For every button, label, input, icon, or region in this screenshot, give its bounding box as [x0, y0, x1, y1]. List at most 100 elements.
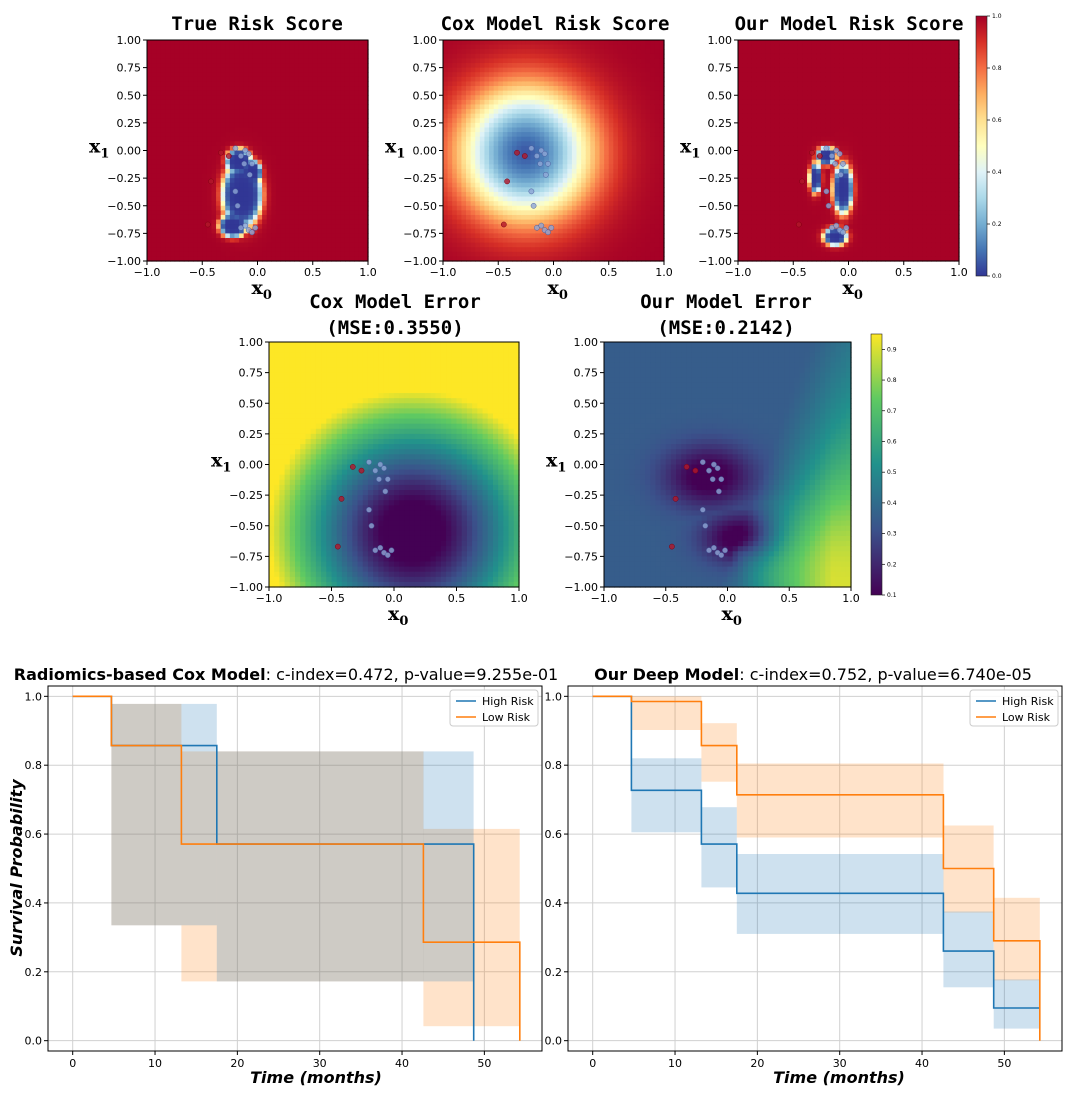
heatmap-cell	[271, 187, 277, 193]
heatmap-cell	[156, 205, 162, 211]
heatmap-cell	[636, 127, 642, 133]
heatmap-cell	[170, 53, 176, 60]
heatmap-cell	[761, 159, 767, 165]
heatmap-cell	[179, 58, 185, 64]
heatmap-cell	[308, 76, 314, 83]
heatmap-cell	[294, 58, 300, 64]
heatmap-cell	[539, 63, 545, 69]
heatmap-cell	[266, 76, 272, 83]
heatmap-cell	[654, 164, 660, 170]
heatmap-cell	[363, 251, 369, 257]
heatmap-cell	[585, 58, 591, 64]
heatmap-cell	[613, 182, 619, 188]
heatmap-cell	[202, 118, 208, 124]
heatmap-cell	[539, 113, 545, 119]
heatmap-cell	[271, 113, 277, 119]
heatmap-cell	[220, 53, 226, 60]
heatmap-cell	[447, 49, 453, 55]
heatmap-cell	[335, 76, 341, 83]
heatmap-cell	[331, 219, 337, 225]
heatmap-cell	[335, 109, 341, 115]
heatmap-cell	[604, 81, 610, 87]
heatmap-cell	[507, 113, 513, 119]
heatmap-cell	[751, 237, 758, 244]
heatmap-cell	[512, 122, 518, 129]
heatmap-cell	[147, 256, 153, 262]
heatmap-cell	[562, 182, 568, 188]
heatmap-cell	[234, 49, 240, 55]
heatmap-cell	[512, 242, 518, 248]
heatmap-cell	[631, 44, 637, 50]
heatmap-cell	[631, 173, 637, 179]
heatmap-cell	[331, 44, 337, 50]
heatmap-cell	[156, 109, 162, 115]
heatmap-cell	[571, 168, 578, 175]
heatmap-cell	[530, 247, 536, 253]
heatmap-cell	[211, 251, 217, 257]
heatmap-cell	[479, 141, 486, 147]
heatmap-cell	[220, 90, 226, 96]
heatmap-cell	[507, 150, 513, 156]
heatmap-cell	[640, 76, 647, 83]
heatmap-cell	[576, 233, 582, 239]
heatmap-cell	[507, 109, 513, 115]
heatmap-cell	[636, 219, 642, 225]
heatmap-cell	[271, 104, 277, 110]
heatmap-cell	[225, 196, 231, 202]
heatmap-cell	[650, 168, 656, 175]
heatmap-cell	[512, 72, 518, 78]
heatmap-cell	[558, 214, 564, 221]
heatmap-cell	[271, 141, 277, 147]
heatmap-cell	[262, 81, 268, 87]
heatmap-cell	[340, 81, 346, 87]
heatmap-cell	[493, 127, 499, 133]
heatmap-cell	[349, 90, 355, 96]
heatmap-cell	[599, 127, 605, 133]
heatmap-cell	[216, 76, 222, 83]
heatmap-cell	[553, 182, 559, 188]
heatmap-cell	[498, 205, 504, 211]
heatmap-cell	[303, 196, 309, 202]
heatmap-cell	[326, 127, 332, 133]
heatmap-cell	[174, 256, 180, 262]
heatmap-cell	[229, 44, 236, 50]
heatmap-cell	[553, 205, 559, 211]
heatmap-cell	[443, 168, 449, 175]
heatmap-cell	[761, 201, 767, 207]
heatmap-cell	[160, 191, 167, 198]
heatmap-cell	[165, 173, 171, 179]
heatmap-cell	[507, 72, 513, 78]
heatmap-cell	[742, 72, 748, 78]
heatmap-cell	[447, 242, 453, 248]
heatmap-cell	[581, 182, 587, 188]
heatmap-cell	[248, 90, 254, 96]
heatmap-cell	[321, 132, 328, 138]
heatmap-cell	[512, 81, 518, 87]
heatmap-cell	[548, 256, 555, 262]
heatmap-cell	[303, 49, 309, 55]
heatmap-cell	[179, 104, 185, 110]
x-tick-label: 0.5	[600, 266, 618, 279]
heatmap-cell	[252, 205, 259, 211]
heatmap-cell	[326, 150, 332, 156]
heatmap-cell	[239, 118, 245, 124]
heatmap-cell	[640, 127, 647, 133]
heatmap-cell	[452, 242, 458, 248]
heatmap-cell	[156, 63, 162, 69]
heatmap-cell	[202, 67, 208, 73]
heatmap-cell	[742, 187, 748, 193]
heatmap-cell	[617, 90, 624, 96]
heatmap-cell	[294, 237, 300, 244]
heatmap-cell	[761, 173, 767, 179]
heatmap-cell	[516, 178, 522, 184]
heatmap-cell	[317, 104, 323, 110]
heatmap-cell	[363, 127, 369, 133]
heatmap-cell	[654, 237, 660, 244]
heatmap-cell	[608, 99, 614, 106]
heatmap-cell	[147, 187, 153, 193]
heatmap-cell	[594, 168, 601, 175]
heatmap-cell	[354, 86, 360, 92]
heatmap-cell	[470, 237, 476, 244]
heatmap-cell	[197, 109, 203, 115]
heatmap-cell	[298, 150, 305, 156]
